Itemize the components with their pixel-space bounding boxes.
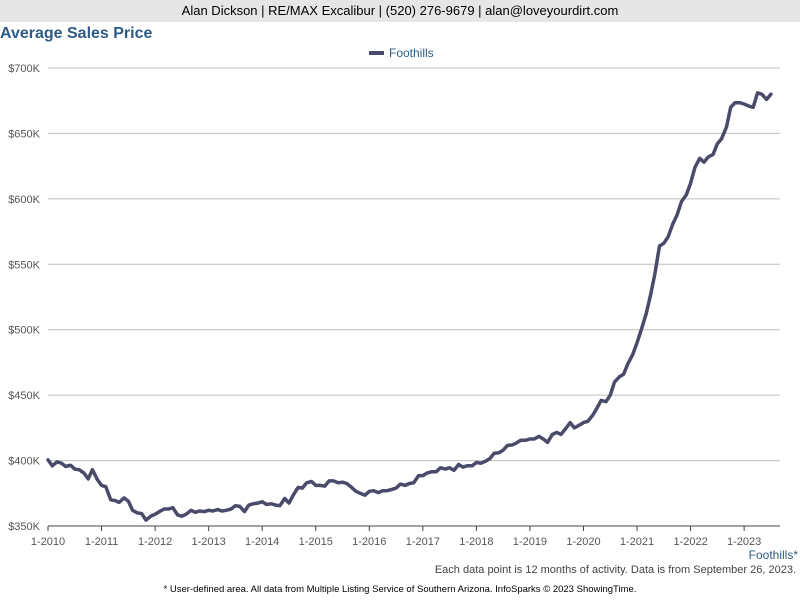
y-tick-label: $500K (8, 325, 40, 337)
chart-title: Average Sales Price (0, 25, 153, 42)
x-tick-label: 1-2013 (192, 536, 226, 548)
legend-label-foothills: Foothills (389, 46, 434, 60)
x-tick-label: 1-2022 (673, 536, 707, 548)
x-tick-label: 1-2016 (352, 536, 386, 548)
x-tick-label: 1-2011 (85, 536, 118, 548)
x-tick-label: 1-2017 (406, 536, 440, 548)
y-tick-label: $450K (8, 390, 40, 402)
y-axis-ticks: $350K $400K $450K $500K $550K $600K $650K $700K (8, 63, 40, 533)
data-source: * User-defined area. All data from Multi… (163, 584, 637, 595)
y-tick-label: $350K (8, 521, 40, 533)
x-tick-label: 1-2014 (245, 536, 279, 548)
x-tick-label: 1-2023 (727, 536, 761, 548)
y-tick-label: $600K (8, 194, 40, 206)
x-tick-label: 1-2010 (31, 536, 65, 548)
series-line-foothills (46, 91, 773, 522)
chart-legend[interactable]: Foothills (369, 46, 434, 60)
y-tick-label: $700K (8, 63, 40, 75)
x-tick-label: 1-2019 (513, 536, 547, 548)
chart-gridlines (48, 67, 780, 527)
x-axis-ticks: 1-2010 1-2011 1-2012 1-2013 1-2014 1-2015 1-20… (31, 526, 761, 548)
x-tick-label: 1-2020 (566, 536, 600, 548)
x-tick-label: 1-2015 (299, 536, 333, 548)
y-tick-label: $650K (8, 128, 40, 140)
x-tick-label: 1-2012 (138, 536, 172, 548)
x-tick-label: 1-2018 (459, 536, 493, 548)
y-tick-label: $400K (8, 456, 40, 468)
data-note: Each data point is 12 months of activity… (434, 564, 796, 576)
area-label: Foothills* (749, 548, 799, 562)
agent-contact-header: Alan Dickson | RE/MAX Excalibur | (520) … (0, 0, 800, 22)
x-tick-label: 1-2021 (620, 536, 654, 548)
y-tick-label: $550K (8, 259, 40, 271)
